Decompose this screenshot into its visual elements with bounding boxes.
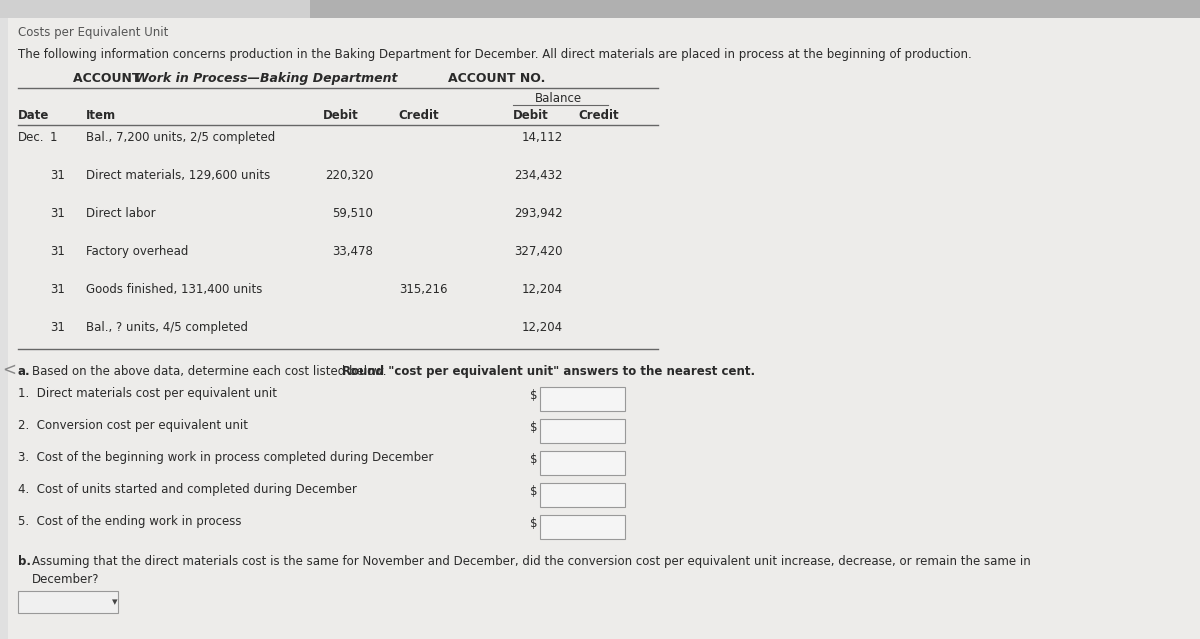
- Text: 12,204: 12,204: [522, 283, 563, 296]
- Text: b.: b.: [18, 555, 31, 568]
- Text: Work in Process—Baking Department: Work in Process—Baking Department: [134, 72, 397, 85]
- Text: $: $: [530, 453, 538, 466]
- Text: 293,942: 293,942: [515, 207, 563, 220]
- Text: Costs per Equivalent Unit: Costs per Equivalent Unit: [18, 26, 168, 39]
- Text: 31: 31: [50, 169, 65, 182]
- Text: Round "cost per equivalent unit" answers to the nearest cent.: Round "cost per equivalent unit" answers…: [342, 365, 755, 378]
- Text: Date: Date: [18, 109, 49, 122]
- Text: 1.  Direct materials cost per equivalent unit: 1. Direct materials cost per equivalent …: [18, 387, 277, 400]
- Text: December?: December?: [32, 573, 100, 586]
- Text: Balance: Balance: [534, 92, 582, 105]
- Text: 12,204: 12,204: [522, 321, 563, 334]
- Bar: [18, 591, 118, 613]
- Text: Factory overhead: Factory overhead: [86, 245, 188, 258]
- Text: Credit: Credit: [398, 109, 439, 122]
- Text: Bal., 7,200 units, 2/5 completed: Bal., 7,200 units, 2/5 completed: [86, 131, 275, 144]
- Text: $: $: [530, 517, 538, 530]
- Text: The following information concerns production in the Baking Department for Decem: The following information concerns produ…: [18, 48, 972, 61]
- Text: 327,420: 327,420: [515, 245, 563, 258]
- Text: Based on the above data, determine each cost listed below.: Based on the above data, determine each …: [32, 365, 390, 378]
- Text: $: $: [530, 421, 538, 434]
- Text: Assuming that the direct materials cost is the same for November and December, d: Assuming that the direct materials cost …: [32, 555, 1031, 568]
- Bar: [540, 387, 625, 411]
- Text: 31: 31: [50, 207, 65, 220]
- Text: ▾: ▾: [112, 597, 118, 607]
- Bar: [540, 515, 625, 539]
- Text: 31: 31: [50, 283, 65, 296]
- Text: Debit: Debit: [514, 109, 548, 122]
- Text: 234,432: 234,432: [515, 169, 563, 182]
- Text: Dec.: Dec.: [18, 131, 44, 144]
- Text: Bal., ? units, 4/5 completed: Bal., ? units, 4/5 completed: [86, 321, 248, 334]
- Text: <: <: [2, 361, 16, 379]
- Text: Debit: Debit: [323, 109, 359, 122]
- Text: ACCOUNT NO.: ACCOUNT NO.: [448, 72, 545, 85]
- Bar: [0, 0, 1200, 18]
- Bar: [540, 451, 625, 475]
- Text: 220,320: 220,320: [325, 169, 373, 182]
- Text: ACCOUNT: ACCOUNT: [73, 72, 145, 85]
- Text: 59,510: 59,510: [332, 207, 373, 220]
- Text: Credit: Credit: [578, 109, 619, 122]
- Text: 315,216: 315,216: [400, 283, 448, 296]
- Bar: [540, 419, 625, 443]
- Text: 3.  Cost of the beginning work in process completed during December: 3. Cost of the beginning work in process…: [18, 451, 433, 464]
- Text: 33,478: 33,478: [332, 245, 373, 258]
- Text: $: $: [530, 389, 538, 402]
- Text: $: $: [530, 485, 538, 498]
- Text: Direct materials, 129,600 units: Direct materials, 129,600 units: [86, 169, 270, 182]
- Text: 5.  Cost of the ending work in process: 5. Cost of the ending work in process: [18, 515, 241, 528]
- Text: Direct labor: Direct labor: [86, 207, 156, 220]
- Bar: [0, 18, 8, 639]
- Text: 14,112: 14,112: [522, 131, 563, 144]
- Bar: [540, 483, 625, 507]
- Text: 1: 1: [50, 131, 58, 144]
- Text: 2.  Conversion cost per equivalent unit: 2. Conversion cost per equivalent unit: [18, 419, 248, 432]
- Text: 4.  Cost of units started and completed during December: 4. Cost of units started and completed d…: [18, 483, 356, 496]
- Bar: [0, 0, 155, 18]
- Text: Item: Item: [86, 109, 116, 122]
- Text: 31: 31: [50, 321, 65, 334]
- Text: Goods finished, 131,400 units: Goods finished, 131,400 units: [86, 283, 263, 296]
- Text: a.: a.: [18, 365, 31, 378]
- Bar: [155, 0, 310, 18]
- Text: 31: 31: [50, 245, 65, 258]
